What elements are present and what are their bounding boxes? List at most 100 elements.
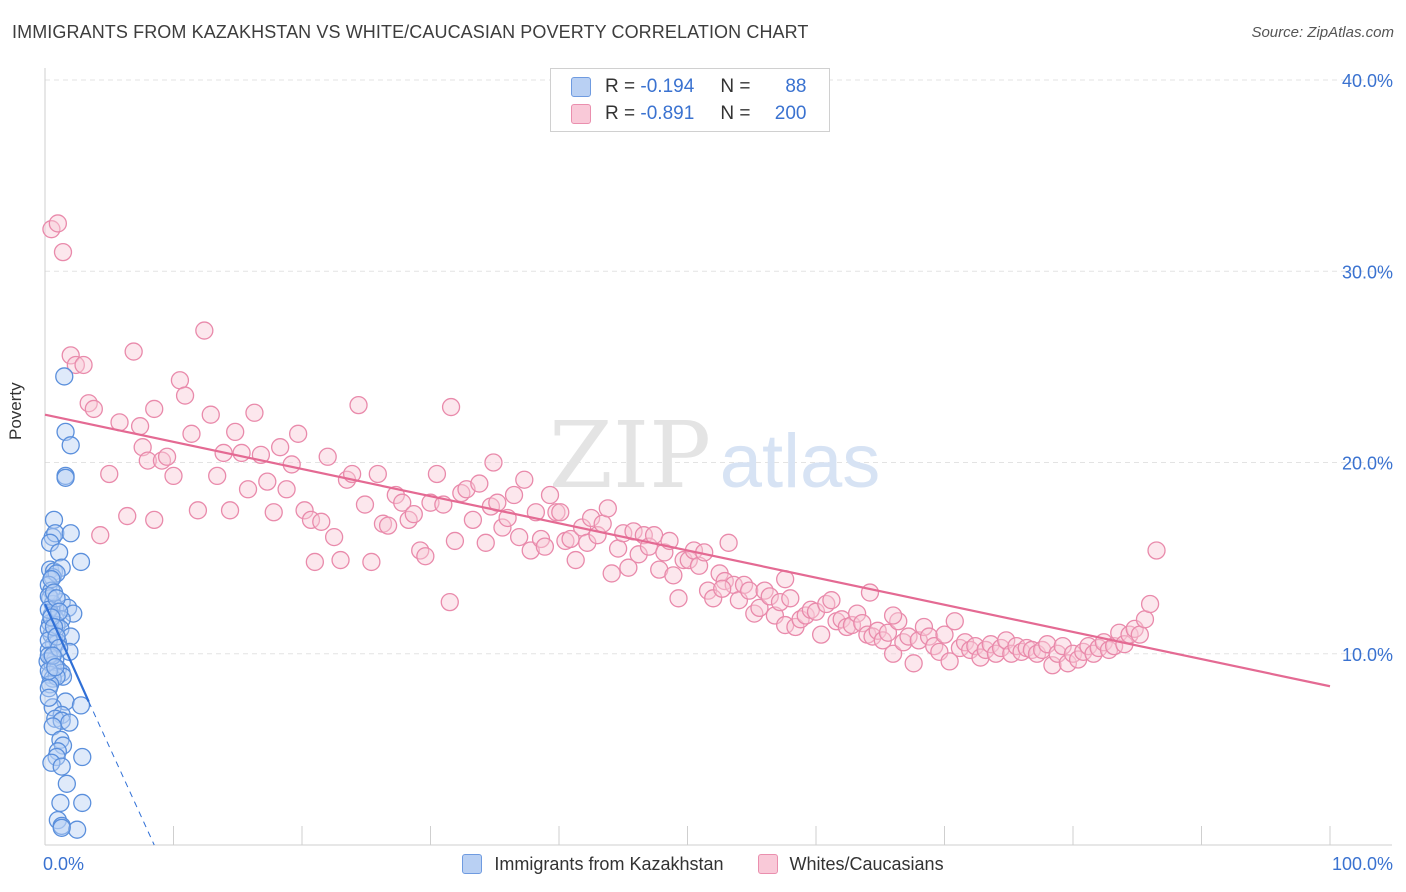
point-whites: [750, 598, 769, 617]
n-value: 88: [785, 76, 807, 97]
r-label: R =: [605, 76, 636, 97]
point-whites: [427, 464, 447, 484]
point-whites: [355, 495, 375, 514]
point-whites: [470, 474, 489, 493]
point-whites: [504, 485, 524, 505]
y-tick-label: 40.0%: [1342, 71, 1393, 91]
r-value: -0.891: [640, 103, 695, 124]
n-label: N =: [720, 103, 751, 124]
legend-item-kazakhstan[interactable]: Immigrants from Kazakhstan: [462, 853, 724, 875]
point-whites: [822, 591, 841, 610]
point-whites: [598, 499, 617, 518]
point-whites: [1130, 625, 1149, 644]
point-kazakhstan: [47, 589, 66, 608]
legend-label: Immigrants from Kazakhstan: [494, 853, 724, 874]
point-whites: [79, 394, 98, 413]
point-whites: [521, 541, 540, 560]
point-kazakhstan: [49, 543, 69, 562]
point-whites: [484, 453, 503, 472]
point-kazakhstan: [43, 646, 62, 665]
point-whites: [664, 566, 683, 585]
watermark-atlas: atlas: [720, 419, 881, 504]
stats-row-kazakhstan: R = -0.194 N = 88: [571, 74, 807, 100]
point-whites: [145, 399, 164, 419]
point-whites: [781, 589, 800, 608]
point-whites: [811, 625, 831, 644]
point-whites: [91, 526, 110, 545]
trend-line-whites: [44, 413, 1331, 688]
point-whites: [745, 604, 764, 623]
point-whites: [232, 443, 251, 463]
point-whites: [966, 636, 985, 656]
point-whites: [515, 470, 534, 489]
point-whites: [740, 581, 759, 600]
point-kazakhstan: [46, 524, 65, 543]
x-tick-label: 0.0%: [43, 854, 84, 874]
point-whites: [277, 480, 296, 499]
point-whites: [796, 606, 815, 625]
point-whites: [220, 501, 240, 520]
point-kazakhstan: [42, 753, 61, 772]
point-whites: [130, 417, 150, 436]
point-whites: [368, 464, 387, 484]
legend-item-whites[interactable]: Whites/Caucasians: [757, 853, 944, 875]
n-label: N =: [720, 76, 751, 97]
point-whites: [61, 346, 80, 365]
point-kazakhstan: [61, 524, 80, 543]
point-kazakhstan: [73, 747, 92, 767]
point-whites: [271, 438, 290, 457]
point-whites: [441, 397, 461, 417]
point-whites: [578, 533, 597, 552]
point-whites: [760, 587, 779, 606]
point-whites: [945, 612, 964, 631]
point-whites: [282, 455, 301, 474]
point-kazakhstan: [39, 646, 59, 665]
point-whites: [1147, 541, 1166, 560]
point-whites: [164, 466, 183, 486]
point-whites: [755, 581, 774, 600]
point-whites: [1140, 594, 1160, 614]
source-label: Source: ZipAtlas.com: [1251, 24, 1394, 41]
point-kazakhstan: [73, 793, 92, 813]
point-whites: [535, 537, 555, 556]
point-whites: [734, 575, 754, 595]
n-value: 200: [774, 103, 807, 124]
point-whites: [324, 527, 344, 547]
series-legend: Immigrants from Kazakhstan Whites/Caucas…: [0, 850, 1406, 878]
point-whites: [411, 541, 430, 560]
point-kazakhstan: [39, 679, 59, 698]
trend-extension-kazakhstan: [88, 701, 155, 846]
y-tick-label: 20.0%: [1342, 454, 1393, 474]
point-whites: [124, 342, 143, 361]
point-whites: [540, 485, 560, 505]
point-whites: [175, 386, 195, 405]
point-whites: [1135, 610, 1155, 629]
legend-label: Whites/Caucasians: [789, 853, 944, 874]
point-whites: [669, 589, 688, 608]
point-whites: [547, 503, 566, 522]
point-whites: [976, 640, 995, 660]
point-whites: [1058, 654, 1078, 673]
legend-swatch-pink: [571, 104, 591, 124]
point-whites: [201, 405, 220, 424]
point-whites: [349, 395, 368, 415]
point-whites: [463, 510, 483, 530]
point-kazakhstan: [53, 736, 73, 755]
point-whites: [295, 501, 314, 520]
point-whites: [904, 654, 923, 673]
point-whites: [1043, 656, 1062, 675]
y-tick-label: 10.0%: [1342, 645, 1393, 665]
point-whites: [133, 438, 152, 457]
point-whites: [393, 493, 412, 512]
legend-swatch-blue: [571, 77, 591, 97]
point-whites: [66, 355, 85, 375]
point-kazakhstan: [67, 820, 87, 839]
legend-swatch-blue: [462, 854, 483, 874]
point-whites: [619, 558, 638, 577]
point-whites: [1053, 636, 1072, 656]
point-whites: [593, 514, 612, 533]
point-whites: [182, 424, 201, 443]
point-whites: [416, 547, 435, 566]
point-kazakhstan: [51, 793, 70, 813]
